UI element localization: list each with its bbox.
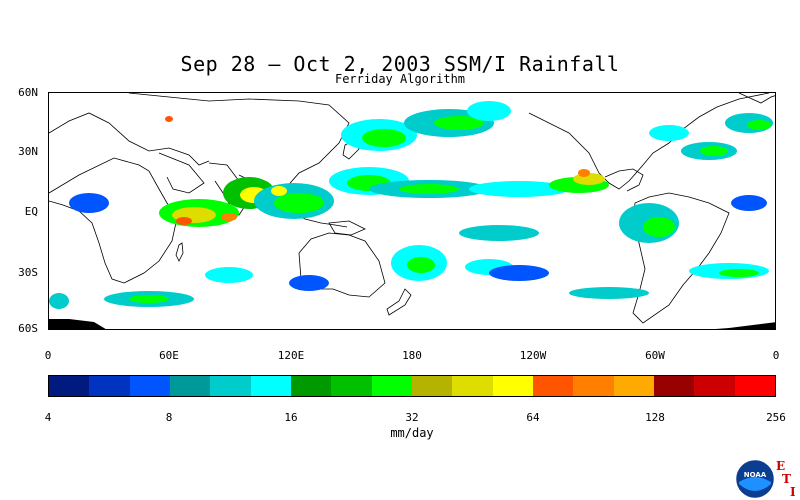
noaa-logo-text: NOAA: [744, 471, 767, 479]
madagascar-coast: [175, 242, 184, 262]
new-zealand-coast: [386, 288, 412, 316]
africa-coast: [49, 157, 178, 284]
colorbar-swatch-0: [49, 376, 90, 396]
colorbar-swatch-14: [613, 376, 654, 396]
map-canvas: [49, 93, 775, 329]
colorbar-swatch-12: [532, 376, 574, 396]
colorbar-swatch-16: [694, 376, 735, 396]
lon-label-180: 180: [402, 349, 422, 362]
colorbar-swatch-4: [210, 376, 251, 396]
gulf-coast: [604, 168, 644, 192]
lon-label-0: 0: [44, 349, 52, 362]
europe-coast: [49, 112, 210, 166]
colorbar-tick-8: 8: [165, 411, 173, 424]
colorbar-swatch-9: [411, 376, 453, 396]
south-america-coast: [632, 192, 730, 324]
arabia-coast: [158, 152, 205, 194]
colorbar-tick-64: 64: [526, 411, 540, 424]
colorbar-tick-16: 16: [284, 411, 298, 424]
colorbar-tick-32: 32: [405, 411, 419, 424]
lon-label-60w: 60W: [645, 349, 665, 362]
antarctica-coast-east: [715, 322, 775, 329]
rainfall-colorbar: [48, 375, 776, 397]
lat-label-60n: 60N: [18, 86, 38, 99]
new-guinea-coast: [328, 220, 366, 236]
rainfall-field: [49, 101, 773, 309]
noaa-logo: NOAA: [736, 460, 774, 498]
lon-label-60e: 60E: [159, 349, 179, 362]
colorbar-swatch-17: [734, 376, 775, 396]
map-subtitle: Ferriday Algorithm: [334, 72, 466, 86]
colorbar-swatch-11: [492, 376, 533, 396]
north-america-coast: [528, 93, 770, 190]
lon-label-0-end: 0: [772, 349, 780, 362]
lon-label-120w: 120W: [519, 349, 547, 362]
colorbar-swatch-6: [290, 376, 332, 396]
lat-label-30n: 30N: [18, 145, 38, 158]
eti-letter-e: E: [776, 459, 786, 473]
map-title: Sep 28 – Oct 2, 2003 SSM/I Rainfall: [180, 52, 620, 76]
colorbar-units: mm/day: [390, 426, 434, 440]
lat-label-eq: EQ: [24, 205, 38, 218]
colorbar-swatch-7: [331, 376, 372, 396]
rainfall-map: [48, 92, 776, 330]
eti-letter-t: T: [782, 472, 791, 486]
greenland-coast: [738, 93, 775, 104]
colorbar-tick-256: 256: [766, 411, 786, 424]
colorbar-tick-4: 4: [44, 411, 52, 424]
colorbar-swatch-1: [89, 376, 130, 396]
colorbar-swatch-10: [452, 376, 493, 396]
colorbar-swatch-8: [371, 376, 412, 396]
colorbar-swatch-5: [250, 376, 291, 396]
antarctica-no-data: [49, 319, 106, 329]
colorbar-tick-128: 128: [645, 411, 665, 424]
eti-letter-i: I: [790, 485, 796, 499]
colorbar-swatch-2: [129, 376, 170, 396]
colorbar-swatch-3: [169, 376, 211, 396]
lon-label-120e: 120E: [277, 349, 305, 362]
colorbar-swatch-15: [653, 376, 695, 396]
lat-label-60s: 60S: [18, 322, 38, 335]
colorbar-swatch-13: [573, 376, 614, 396]
lat-label-30s: 30S: [18, 266, 38, 279]
